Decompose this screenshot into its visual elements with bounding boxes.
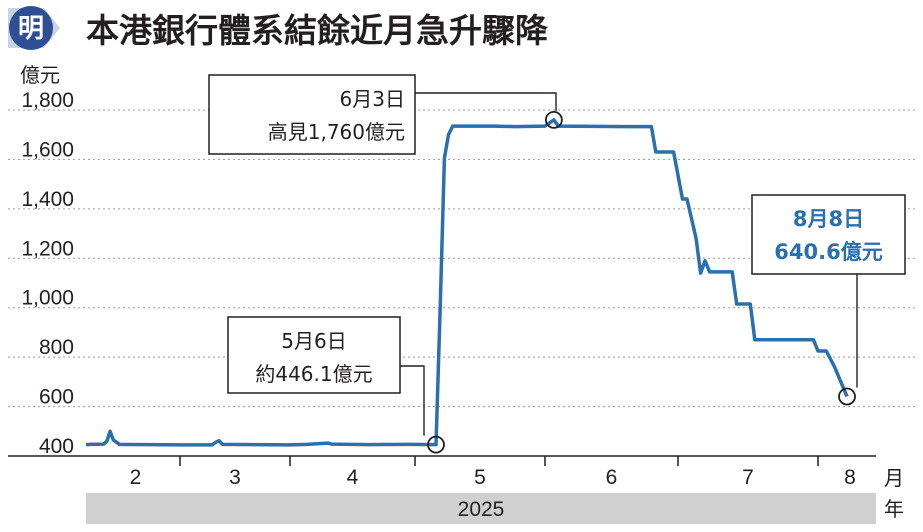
- callout-date: 8月8日: [793, 207, 864, 231]
- x-tick-label: 3: [229, 466, 241, 489]
- y-tick-label: 600: [39, 386, 74, 409]
- callout-box: [227, 316, 401, 394]
- x-tick-label: 4: [347, 466, 359, 489]
- year-unit-label: 年: [884, 497, 904, 521]
- header: 明 本港銀行體系結餘近月急升驟降: [8, 6, 549, 50]
- year-label: 2025: [458, 498, 505, 521]
- y-axis-ticks: 400 600 800 1,000 1,200 1,400 1,600 1,800: [21, 89, 74, 458]
- y-tick-label: 1,600: [21, 138, 74, 161]
- y-tick-label: 400: [39, 435, 74, 458]
- callout-date: 5月6日: [281, 329, 346, 353]
- point-marker: [427, 435, 445, 454]
- x-unit-label: 月: [884, 466, 904, 490]
- x-tick-label: 8: [844, 466, 856, 489]
- point-marker: [544, 110, 563, 129]
- y-tick-label: 1,400: [21, 188, 74, 211]
- y-tick-label: 800: [39, 336, 74, 359]
- year-band: [86, 493, 876, 524]
- x-tick-label: 7: [742, 466, 754, 489]
- x-tick-label: 5: [474, 466, 486, 489]
- y-tick-label: 1,800: [21, 89, 74, 112]
- x-axis: 2 3 4 5 6 7 8: [8, 455, 876, 489]
- gridlines: [8, 109, 918, 408]
- x-tick-label: 6: [606, 466, 618, 489]
- x-tick-label: 2: [130, 466, 142, 489]
- y-tick-label: 1,200: [21, 237, 74, 260]
- callout-box: [208, 74, 416, 155]
- logo-icon: [9, 6, 53, 50]
- page-title: 本港銀行體系結餘近月急升驟降: [86, 11, 549, 50]
- callout-box: [751, 194, 906, 275]
- point-marker: [838, 387, 856, 406]
- callout-value: 高見1,760億元: [268, 120, 405, 144]
- series-line: [85, 118, 849, 447]
- logo-text: 明: [18, 14, 44, 44]
- callout-leader: [415, 92, 557, 111]
- callout-date: 6月3日: [340, 87, 405, 111]
- y-tick-label: 1,000: [21, 287, 74, 310]
- annotation-aug8: 8月8日 640.6億元: [751, 194, 906, 406]
- y-unit-label: 億元: [20, 63, 60, 87]
- callout-value: 約446.1億元: [255, 362, 372, 386]
- callout-value: 640.6億元: [774, 240, 882, 264]
- callout-leader: [400, 365, 425, 436]
